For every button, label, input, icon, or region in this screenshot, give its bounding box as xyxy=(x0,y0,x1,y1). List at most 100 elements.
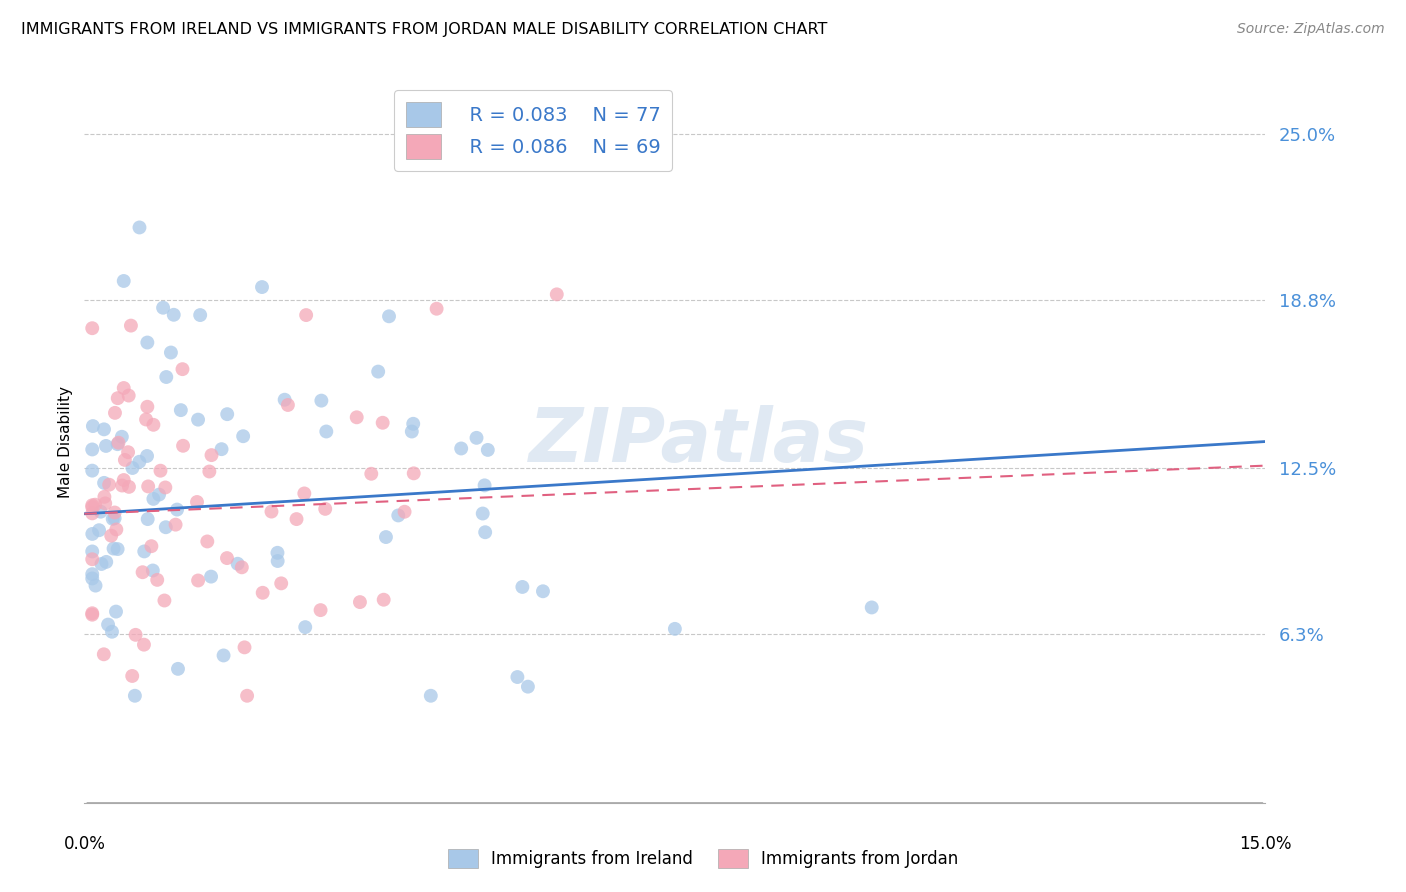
Point xyxy=(860,600,883,615)
Point xyxy=(131,566,153,580)
Point xyxy=(231,560,253,574)
Point xyxy=(531,584,554,599)
Point xyxy=(200,569,222,583)
Point xyxy=(121,461,143,475)
Point xyxy=(82,607,104,621)
Point xyxy=(97,617,120,632)
Point xyxy=(104,406,127,420)
Point xyxy=(111,430,134,444)
Point xyxy=(378,310,401,324)
Point xyxy=(82,419,104,434)
Point xyxy=(104,511,127,525)
Point xyxy=(170,403,193,417)
Point xyxy=(149,464,172,478)
Point xyxy=(294,620,316,634)
Point xyxy=(309,603,332,617)
Point xyxy=(273,392,295,407)
Point xyxy=(266,546,288,560)
Point xyxy=(96,555,118,569)
Point xyxy=(211,442,233,457)
Point xyxy=(236,689,259,703)
Point xyxy=(387,508,409,523)
Point xyxy=(142,564,165,578)
Point xyxy=(146,573,169,587)
Point xyxy=(82,507,104,521)
Point xyxy=(250,280,273,294)
Point xyxy=(215,551,238,566)
Point xyxy=(104,506,127,520)
Point xyxy=(266,554,288,568)
Point xyxy=(198,465,221,479)
Point xyxy=(98,477,121,491)
Point xyxy=(82,464,104,478)
Point xyxy=(82,544,104,558)
Point xyxy=(367,365,389,379)
Point xyxy=(217,407,239,421)
Point xyxy=(270,576,292,591)
Point xyxy=(172,362,194,376)
Point xyxy=(375,530,398,544)
Point xyxy=(132,638,155,652)
Point xyxy=(516,680,538,694)
Point xyxy=(112,381,135,395)
Point xyxy=(148,487,170,501)
Point xyxy=(371,416,394,430)
Point xyxy=(315,425,337,439)
Point xyxy=(232,429,254,443)
Point xyxy=(142,417,165,432)
Point xyxy=(664,622,686,636)
Point xyxy=(82,571,104,585)
Point xyxy=(187,574,209,588)
Point xyxy=(136,449,159,463)
Point xyxy=(402,417,425,431)
Text: 0.0%: 0.0% xyxy=(63,835,105,854)
Point xyxy=(474,525,496,540)
Point xyxy=(93,490,115,504)
Point xyxy=(212,648,235,663)
Point xyxy=(166,502,188,516)
Legend:   R = 0.083    N = 77,   R = 0.086    N = 69: R = 0.083 N = 77, R = 0.086 N = 69 xyxy=(394,90,672,171)
Point xyxy=(360,467,382,481)
Point xyxy=(94,496,117,510)
Point xyxy=(195,534,218,549)
Point xyxy=(226,557,249,571)
Point xyxy=(155,370,177,384)
Point xyxy=(87,523,110,537)
Point xyxy=(292,486,315,500)
Point xyxy=(295,308,318,322)
Point xyxy=(101,624,124,639)
Point xyxy=(186,495,208,509)
Point xyxy=(311,393,333,408)
Text: Source: ZipAtlas.com: Source: ZipAtlas.com xyxy=(1237,22,1385,37)
Point xyxy=(233,640,256,655)
Point xyxy=(112,473,135,487)
Point xyxy=(155,520,177,534)
Point xyxy=(252,586,274,600)
Text: IMMIGRANTS FROM IRELAND VS IMMIGRANTS FROM JORDAN MALE DISABILITY CORRELATION CH: IMMIGRANTS FROM IRELAND VS IMMIGRANTS FR… xyxy=(21,22,828,37)
Point xyxy=(82,552,104,566)
Point xyxy=(277,398,299,412)
Point xyxy=(93,648,115,662)
Point xyxy=(474,478,496,492)
Point xyxy=(90,505,112,519)
Point xyxy=(188,308,211,322)
Point xyxy=(172,439,194,453)
Point xyxy=(107,435,129,450)
Point xyxy=(155,480,177,494)
Point xyxy=(346,410,368,425)
Point xyxy=(546,287,568,301)
Legend: Immigrants from Ireland, Immigrants from Jordan: Immigrants from Ireland, Immigrants from… xyxy=(441,842,965,875)
Point xyxy=(93,475,115,490)
Point xyxy=(477,442,499,457)
Point xyxy=(163,308,186,322)
Point xyxy=(82,607,104,622)
Point xyxy=(128,220,150,235)
Point xyxy=(84,498,107,512)
Point xyxy=(373,592,395,607)
Point xyxy=(105,523,128,537)
Point xyxy=(112,274,135,288)
Point xyxy=(167,662,190,676)
Point xyxy=(128,455,150,469)
Point xyxy=(134,544,156,558)
Point xyxy=(471,507,494,521)
